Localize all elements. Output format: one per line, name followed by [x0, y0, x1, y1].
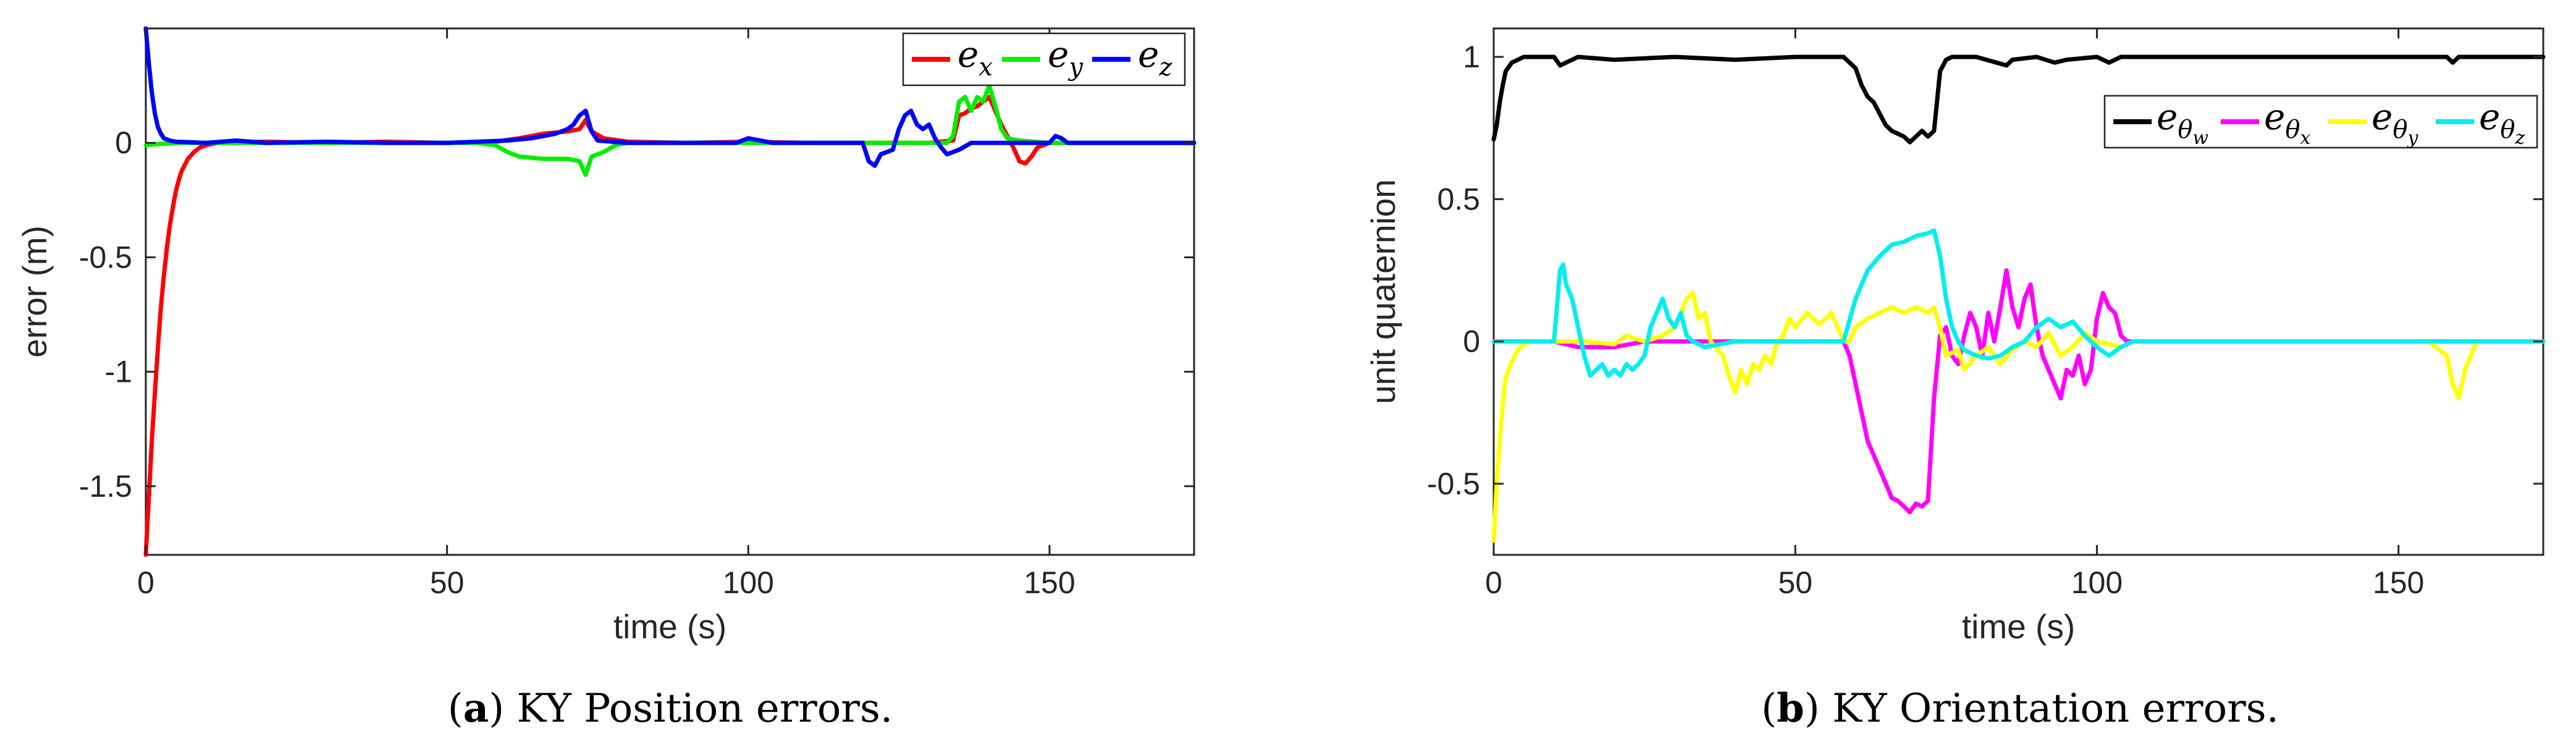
y-tick-label-b: -0.5: [1427, 466, 1480, 501]
x-axis-label-b: time (s): [1962, 607, 2075, 646]
legend-symbol: e: [2157, 96, 2178, 138]
y-tick-label-b: 0: [1463, 324, 1480, 359]
x-tick-label-a: 0: [137, 565, 154, 600]
legend-symbol: e: [2372, 96, 2393, 138]
y-tick-label-a: -0.5: [79, 240, 132, 274]
legend-label: eθw: [2157, 96, 2208, 149]
legend-item-b-e-theta-w: eθw: [2113, 96, 2208, 149]
caption-label: b: [1777, 685, 1804, 732]
y-tick-label-a: -1: [105, 355, 132, 389]
legend-subscript: θ: [2178, 116, 2192, 144]
legend-sub-subscript: y: [2406, 127, 2418, 149]
x-axis-label-a: time (s): [613, 607, 726, 646]
x-tick-label-a: 50: [430, 565, 465, 600]
legend-subscript: z: [1158, 53, 1172, 82]
series-line-b-e-theta-x: [1491, 268, 2546, 515]
caption-a: (a) KY Position errors.: [448, 685, 893, 732]
x-tick-label-a: 100: [723, 565, 774, 600]
caption-b: (b) KY Orientation errors.: [1761, 685, 2279, 732]
legend-subscript: θ: [2500, 116, 2515, 144]
legend-label: ey: [1048, 33, 1084, 82]
legend-sub-subscript: z: [2514, 127, 2525, 149]
legend-label: eθx: [2264, 96, 2310, 149]
legend-subscript: θ: [2393, 116, 2407, 144]
legend-sub-subscript: x: [2300, 127, 2310, 149]
legend-label: eθz: [2479, 96, 2525, 149]
x-tick-label-a: 150: [1024, 565, 1075, 600]
caption-label: a: [463, 685, 489, 732]
legend-subscript: y: [1067, 53, 1084, 82]
legend-item-a-e-z: ez: [1092, 33, 1172, 82]
legend-symbol: e: [2479, 96, 2500, 138]
legend-item-a-e-y: ey: [1002, 33, 1084, 82]
x-tick-label-b: 100: [2071, 565, 2123, 600]
caption-text: KY Position errors.: [517, 686, 893, 732]
legend-label: ex: [958, 33, 993, 82]
x-tick-label-b: 0: [1485, 565, 1502, 600]
y-axis-label-b: unit quaternion: [1364, 179, 1402, 404]
series-line-b-e-theta-w: [1491, 54, 2546, 145]
legend-symbol: e: [1138, 33, 1159, 75]
legend-label: eθy: [2372, 96, 2418, 149]
y-tick-label-a: -1.5: [79, 469, 132, 504]
legend-a: ex ey ez: [902, 32, 1186, 87]
legend-symbol: e: [1048, 33, 1069, 75]
legend-item-b-e-theta-x: eθx: [2221, 96, 2310, 149]
y-tick-label-a: 0: [115, 125, 132, 160]
legend-subscript: θ: [2285, 116, 2300, 144]
legend-symbol: e: [2264, 96, 2285, 138]
y-tick-label-b: 0.5: [1437, 182, 1480, 216]
legend-subscript: x: [979, 53, 993, 82]
caption-text: KY Orientation errors.: [1832, 686, 2279, 732]
panel-b-orientation-errors: 0 50 100 150 1 0.5 0 -0.5 time (s) unit quaternio…: [1364, 27, 2546, 732]
legend-item-a-e-x: ex: [912, 33, 993, 82]
x-tick-label-b: 150: [2373, 565, 2424, 600]
legend-item-b-e-theta-y: eθy: [2328, 96, 2418, 149]
legend-symbol: e: [958, 33, 979, 75]
series-line-b-e-theta-z: [1491, 228, 2546, 378]
legend-sub-subscript: w: [2192, 127, 2208, 149]
x-tick-label-b: 50: [1778, 565, 1812, 600]
legend-label: ez: [1138, 33, 1172, 82]
legend-item-b-e-theta-z: eθz: [2436, 96, 2525, 149]
y-tick-label-b: 1: [1463, 40, 1480, 74]
plot-area-a: [145, 27, 1195, 556]
y-axis-label-a: error (m): [15, 226, 54, 358]
series-line-a-e-z: [143, 26, 1197, 168]
